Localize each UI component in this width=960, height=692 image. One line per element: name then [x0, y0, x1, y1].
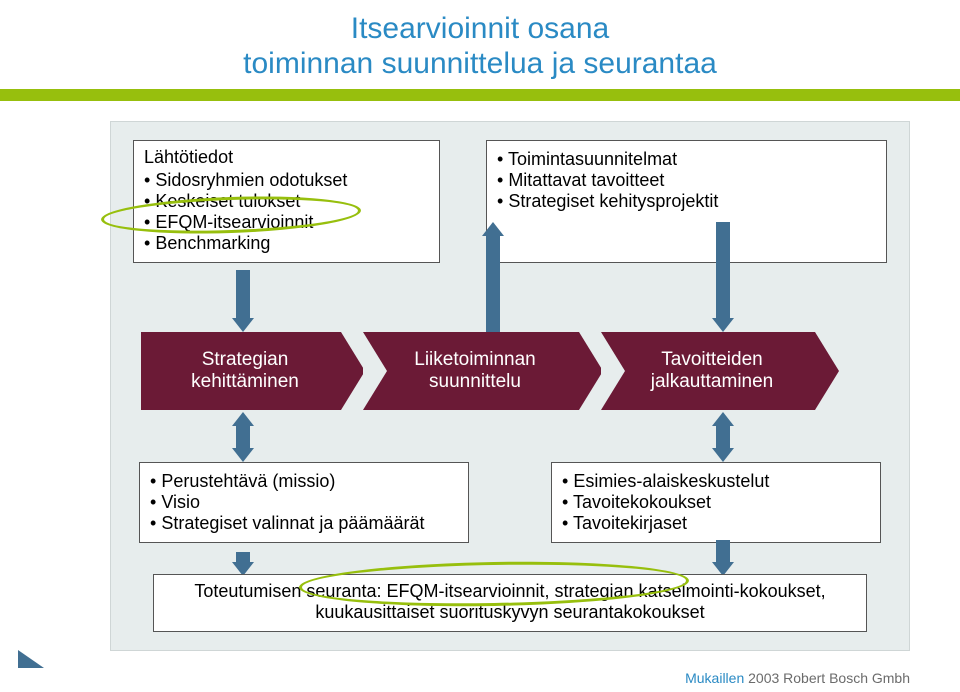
arrow-label: suunnittelu: [429, 371, 521, 393]
box-plans-item: Strategiset kehitysprojektit: [497, 191, 876, 212]
connector: [232, 270, 254, 332]
box-discussions-item: Esimies-alaiskeskustelut: [562, 471, 870, 492]
connector: [712, 222, 734, 332]
arrow-label: Tavoitteiden: [661, 349, 762, 371]
arrow-label: Strategian: [202, 349, 289, 371]
connector: [712, 540, 734, 576]
box-plans-item: Toimintasuunnitelmat: [497, 149, 876, 170]
title-line2: toiminnan suunnittelua ja seurantaa: [243, 47, 717, 80]
arrow-label: jalkauttaminen: [651, 371, 774, 393]
box-inputs-header: Lähtötiedot: [144, 147, 429, 168]
connector: [232, 552, 254, 576]
box-plans: Toimintasuunnitelmat Mitattavat tavoitte…: [486, 140, 887, 263]
arrow-goal-deployment: Tavoitteiden jalkauttaminen: [601, 332, 815, 410]
diagram-canvas: Lähtötiedot Sidosryhmien odotukset Keske…: [110, 121, 910, 651]
connector: [482, 222, 504, 332]
box-discussions-item: Tavoitekokoukset: [562, 492, 870, 513]
connector: [232, 412, 254, 462]
credit-rest: 2003 Robert Bosch Gmbh: [744, 670, 910, 686]
arrow-business-planning: Liiketoiminnan suunnittelu: [363, 332, 579, 410]
arrow-strategy-dev: Strategian kehittäminen: [141, 332, 341, 410]
page-title: Itsearvioinnit osana toiminnan suunnitte…: [0, 0, 960, 89]
box-inputs-item: Sidosryhmien odotukset: [144, 170, 429, 191]
accent-bar: [0, 89, 960, 101]
box-inputs-item: Benchmarking: [144, 233, 429, 254]
credit-prefix: Mukaillen: [685, 670, 744, 686]
arrow-label: kehittäminen: [191, 371, 299, 393]
bottom-box-row: Perustehtävä (missio) Visio Strategiset …: [139, 462, 881, 543]
process-arrow-row: Strategian kehittäminen Liiketoiminnan s…: [141, 332, 815, 410]
corner-triangle-icon: [18, 650, 44, 668]
arrow-label: Liiketoiminnan: [414, 349, 535, 371]
title-line1: Itsearvioinnit osana: [351, 12, 610, 45]
box-mission-item: Perustehtävä (missio): [150, 471, 458, 492]
box-mission-item: Visio: [150, 492, 458, 513]
box-discussions-item: Tavoitekirjaset: [562, 513, 870, 534]
connector: [712, 412, 734, 462]
credit-line: Mukaillen 2003 Robert Bosch Gmbh: [685, 670, 910, 686]
box-mission: Perustehtävä (missio) Visio Strategiset …: [139, 462, 469, 543]
box-plans-item: Mitattavat tavoitteet: [497, 170, 876, 191]
box-discussions: Esimies-alaiskeskustelut Tavoitekokoukse…: [551, 462, 881, 543]
box-mission-item: Strategiset valinnat ja päämäärät: [150, 513, 458, 534]
